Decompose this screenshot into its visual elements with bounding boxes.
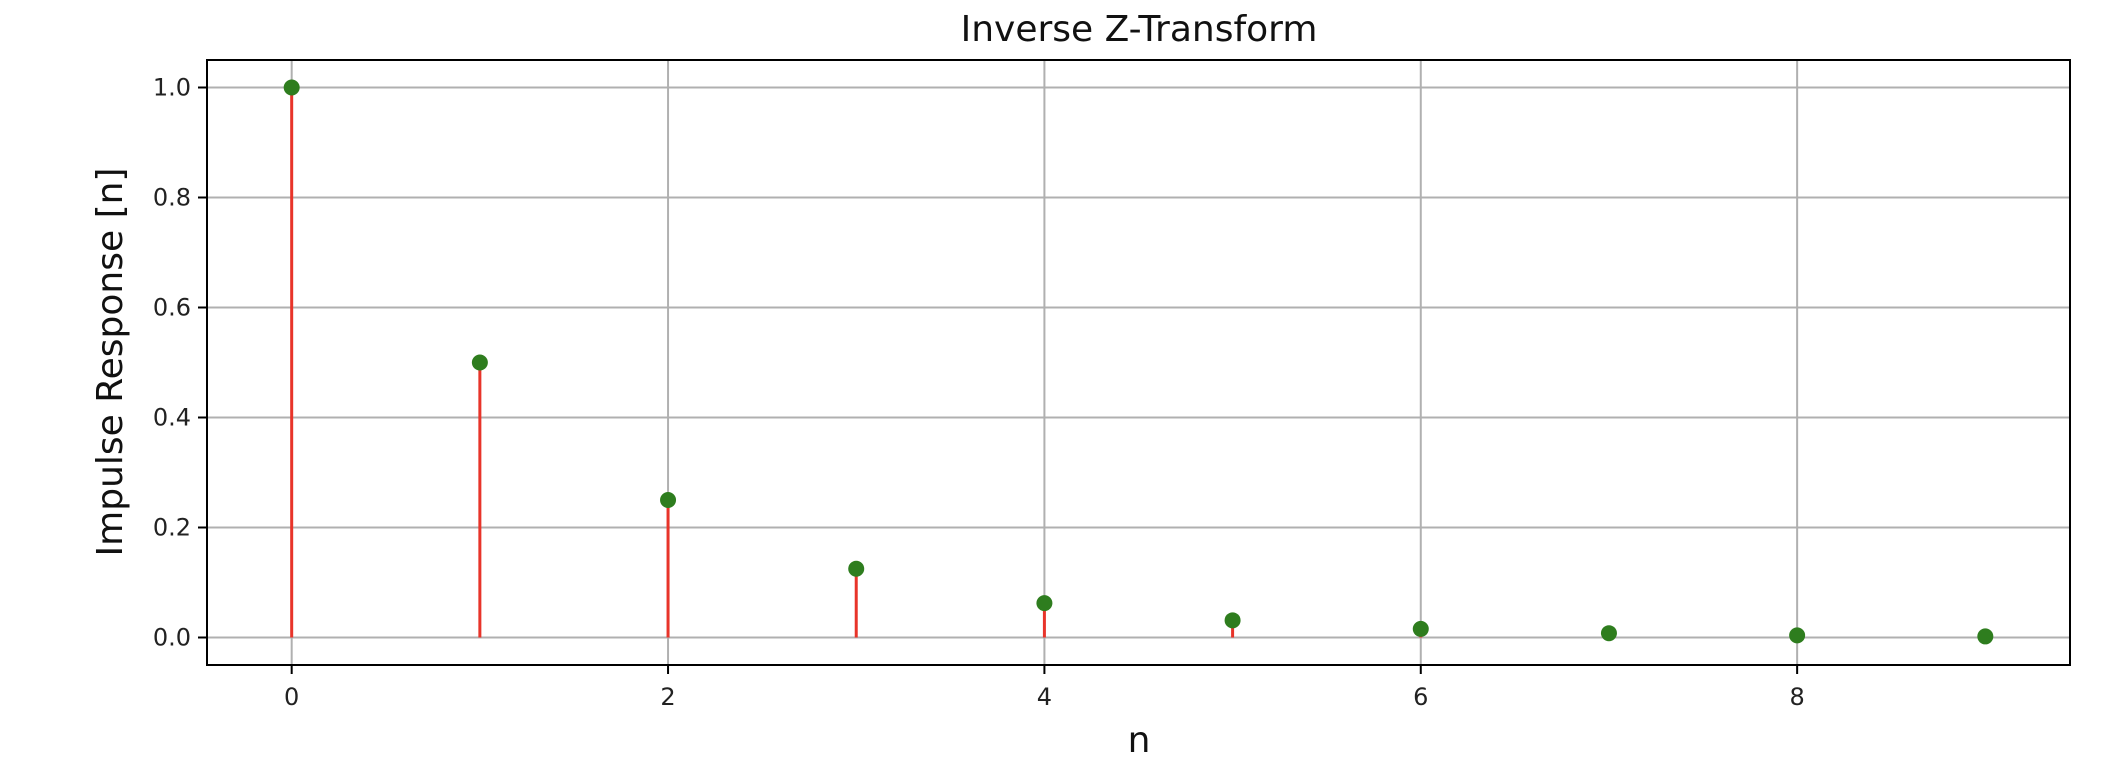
stem-marker bbox=[1036, 595, 1053, 612]
grid bbox=[207, 60, 2070, 665]
stem-marker bbox=[1789, 627, 1806, 644]
y-ticks: 0.0 0.2 0.4 0.6 0.8 1.0 bbox=[153, 74, 207, 652]
stem-marker bbox=[283, 79, 300, 96]
stem-marker bbox=[1412, 620, 1429, 637]
stem-marker bbox=[1600, 625, 1617, 642]
y-tick-label: 0.0 bbox=[153, 624, 191, 652]
stem-marker bbox=[471, 354, 488, 371]
stem-marker bbox=[660, 492, 677, 508]
chart-title: Inverse Z-Transform bbox=[961, 9, 1318, 50]
y-tick-label: 0.2 bbox=[153, 514, 191, 542]
x-tick-label: 6 bbox=[1413, 683, 1428, 711]
x-tick-label: 4 bbox=[1037, 683, 1052, 711]
y-tick-label: 1.0 bbox=[153, 74, 191, 102]
markers bbox=[283, 79, 1994, 645]
plot-frame bbox=[206, 59, 2071, 666]
stem-marker bbox=[848, 560, 865, 577]
y-tick-label: 0.6 bbox=[153, 294, 191, 322]
x-ticks: 0 2 4 6 8 bbox=[284, 665, 1805, 711]
stem-marker bbox=[1977, 628, 1994, 645]
x-tick-label: 2 bbox=[660, 683, 675, 711]
y-tick-label: 0.4 bbox=[153, 404, 191, 432]
x-tick-label: 0 bbox=[284, 683, 299, 711]
x-tick-label: 8 bbox=[1789, 683, 1804, 711]
y-axis-label: Impulse Response [n] bbox=[90, 168, 131, 557]
stems bbox=[290, 87, 1987, 638]
y-tick-label: 0.8 bbox=[153, 184, 191, 212]
stem-marker bbox=[1224, 612, 1241, 629]
x-axis-label: n bbox=[1128, 720, 1151, 761]
